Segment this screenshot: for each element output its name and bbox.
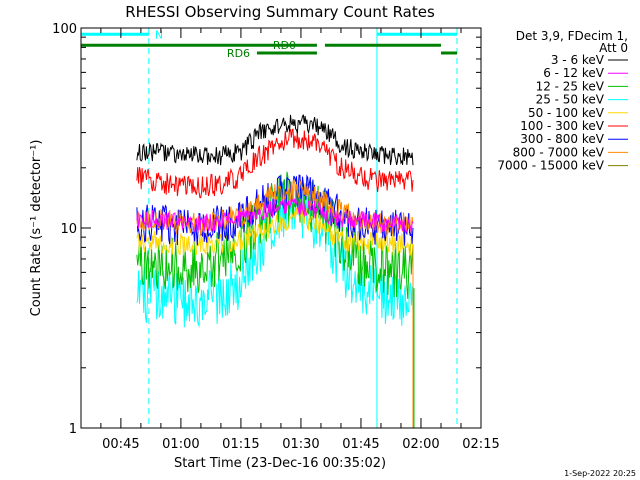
x-tick-label: 02:00 — [402, 437, 439, 452]
bar-label-RD0: RD0 — [273, 39, 296, 52]
y-tick-label: 10 — [60, 222, 77, 237]
legend-label: 50 - 100 keV — [528, 106, 605, 120]
legend-label: 25 - 50 keV — [536, 93, 605, 107]
bar-label-N: N — [155, 28, 163, 41]
y-axis-label: Count Rate (s⁻¹ detector⁻¹) — [29, 140, 44, 317]
legend-header-line-1: Det 3,9, FDecim 1, — [516, 29, 628, 43]
legend-label: 3 - 6 keV — [551, 53, 605, 67]
x-axis-label: Start Time (23-Dec-16 00:35:02) — [174, 456, 386, 471]
chart-title: RHESSI Observing Summary Count Rates — [125, 3, 435, 21]
timestamp-label: 1-Sep-2022 20:25 — [564, 469, 636, 478]
legend-label: 6 - 12 keV — [543, 66, 605, 80]
legend-label: 300 - 800 keV — [520, 132, 604, 146]
x-tick-label: 00:45 — [102, 437, 139, 452]
legend-label: 12 - 25 keV — [536, 79, 605, 93]
legend-label: 7000 - 15000 keV — [497, 159, 604, 173]
bar-label-RD6: RD6 — [227, 47, 250, 60]
x-tick-label: 02:15 — [462, 437, 499, 452]
series-trace-6-12keV — [136, 197, 414, 234]
series-trace-3-6keV — [136, 114, 414, 166]
legend-label: 800 - 7000 keV — [513, 145, 605, 159]
x-tick-label: 01:30 — [282, 437, 319, 452]
legend-label: 100 - 300 keV — [520, 119, 604, 133]
x-tick-label: 01:00 — [162, 437, 199, 452]
x-tick-label: 01:15 — [222, 437, 259, 452]
series-trace-50-100keV — [136, 206, 414, 256]
series-trace-100-300keV — [136, 127, 414, 199]
x-tick-label: 01:45 — [342, 437, 379, 452]
y-tick-label: 1 — [69, 422, 77, 437]
legend-header-line-2: Att 0 — [599, 41, 628, 55]
y-tick-label: 100 — [52, 22, 77, 37]
plot-axes: 00:45 01:00 01:15 01:30 01:45 02:00 02:15 1 10 10… — [52, 22, 500, 452]
plot-area: N RD0 RD6 — [80, 28, 458, 428]
